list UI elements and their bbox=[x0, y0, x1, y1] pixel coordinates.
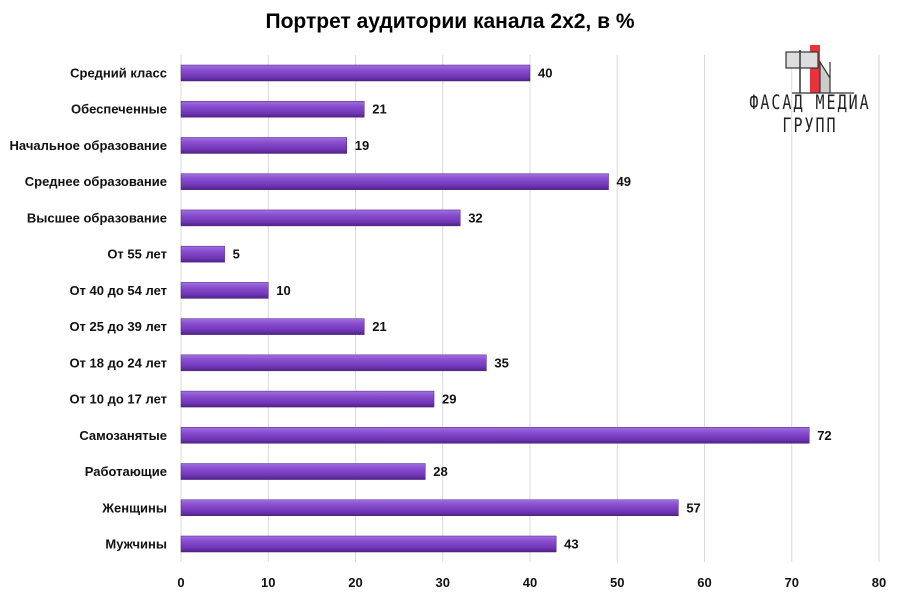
category-label: Обеспеченные bbox=[71, 102, 167, 117]
bar bbox=[180, 137, 348, 154]
x-tick-label: 70 bbox=[785, 575, 799, 590]
bar bbox=[180, 499, 679, 517]
category-label: От 18 до 24 лет bbox=[69, 355, 167, 370]
bar bbox=[180, 64, 531, 82]
bar bbox=[180, 463, 426, 480]
bar bbox=[180, 390, 435, 408]
category-label: Мужчины bbox=[105, 537, 167, 552]
logo-text: ФАСАД МЕДИА ГРУПП bbox=[749, 90, 871, 138]
x-tick-label: 20 bbox=[348, 575, 362, 590]
bar bbox=[180, 245, 225, 263]
bar bbox=[180, 173, 609, 190]
bar bbox=[180, 354, 487, 372]
data-label: 29 bbox=[442, 392, 456, 407]
category-label: Самозанятые bbox=[79, 428, 167, 443]
category-label: От 40 до 54 лет bbox=[69, 283, 167, 298]
bar bbox=[180, 209, 461, 227]
category-label: От 25 до 39 лет bbox=[69, 319, 167, 334]
x-tick-label: 60 bbox=[697, 575, 711, 590]
category-label: От 10 до 17 лет bbox=[69, 392, 167, 407]
x-tick-label: 50 bbox=[610, 575, 624, 590]
data-label: 35 bbox=[494, 355, 508, 370]
category-label: Женщины bbox=[101, 500, 167, 515]
category-label: Средний класс bbox=[70, 66, 167, 81]
category-label: От 55 лет bbox=[107, 247, 167, 262]
data-label: 28 bbox=[433, 464, 447, 479]
data-label: 21 bbox=[372, 102, 386, 117]
category-label: Работающие bbox=[85, 464, 167, 479]
x-tick-label: 10 bbox=[261, 575, 275, 590]
data-label: 5 bbox=[233, 247, 240, 262]
bar bbox=[180, 427, 810, 444]
x-tick-label: 40 bbox=[523, 575, 537, 590]
bar bbox=[180, 100, 365, 118]
category-label: Высшее образование bbox=[27, 210, 167, 225]
bar bbox=[180, 282, 269, 299]
chart-title: Портрет аудитории канала 2х2, в % bbox=[265, 10, 635, 33]
x-tick-label: 0 bbox=[177, 575, 184, 590]
category-label: Начальное образование bbox=[10, 138, 167, 153]
data-label: 43 bbox=[564, 537, 578, 552]
bar bbox=[180, 318, 365, 335]
category-label: Среднее образование bbox=[25, 174, 167, 189]
data-label: 57 bbox=[686, 500, 700, 515]
company-logo bbox=[785, 45, 854, 94]
data-label: 21 bbox=[372, 319, 386, 334]
x-tick-label: 80 bbox=[872, 575, 886, 590]
data-label: 32 bbox=[468, 210, 482, 225]
bar bbox=[180, 535, 557, 553]
data-label: 40 bbox=[538, 66, 552, 81]
data-label: 19 bbox=[355, 138, 369, 153]
data-label: 49 bbox=[617, 174, 631, 189]
x-tick-label: 30 bbox=[436, 575, 450, 590]
data-label: 72 bbox=[817, 428, 831, 443]
data-label: 10 bbox=[276, 283, 290, 298]
